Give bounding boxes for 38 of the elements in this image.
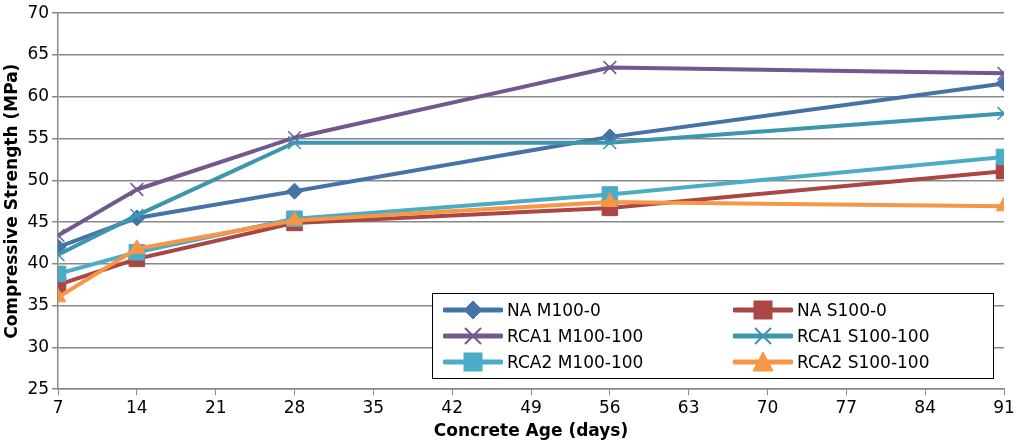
x-tick-label: 42 — [441, 396, 464, 417]
x-tick-label: 35 — [362, 396, 385, 417]
legend-label: RCA1 M100-100 — [507, 326, 644, 347]
point — [129, 208, 144, 223]
y-axis-title: Compressive Strength (MPa) — [0, 63, 21, 339]
y-tick-label: 70 — [27, 1, 50, 22]
x-tick-label: 70 — [756, 396, 779, 417]
y-tick-label: 45 — [27, 210, 50, 231]
legend-label: RCA2 S100-100 — [797, 352, 930, 373]
y-tick-label: 60 — [27, 85, 50, 106]
point — [601, 192, 619, 208]
legend-label: NA S100-0 — [797, 300, 887, 321]
point — [129, 182, 144, 197]
x-tick-label: 7 — [52, 396, 64, 417]
x-tick-label: 21 — [204, 396, 227, 417]
legend-label: NA M100-0 — [507, 300, 601, 321]
y-tick-label: 40 — [27, 252, 50, 273]
x-axis-title: Concrete Age (days) — [433, 420, 629, 441]
y-tick-label: 25 — [27, 377, 50, 398]
x-tick-label: 49 — [520, 396, 542, 417]
y-tick-label: 30 — [27, 335, 50, 356]
point — [287, 135, 302, 150]
y-tick-label: 35 — [27, 294, 50, 315]
x-tick-label: 14 — [126, 396, 148, 417]
y-tick-label: 50 — [27, 168, 50, 189]
y-tick-label: 65 — [27, 43, 50, 64]
point — [602, 135, 617, 150]
x-tick-label: 63 — [677, 396, 700, 417]
point — [286, 182, 304, 200]
legend-label: RCA1 S100-100 — [797, 326, 930, 347]
point — [602, 60, 617, 75]
x-tick-label: 56 — [599, 396, 621, 417]
x-tick-label: 91 — [993, 396, 1015, 417]
x-tick-label: 77 — [835, 396, 858, 417]
y-tick-label: 55 — [27, 126, 50, 147]
x-tick-label: 28 — [283, 396, 306, 417]
x-tick-label: 84 — [914, 396, 936, 417]
legend-label: RCA2 M100-100 — [507, 352, 644, 373]
